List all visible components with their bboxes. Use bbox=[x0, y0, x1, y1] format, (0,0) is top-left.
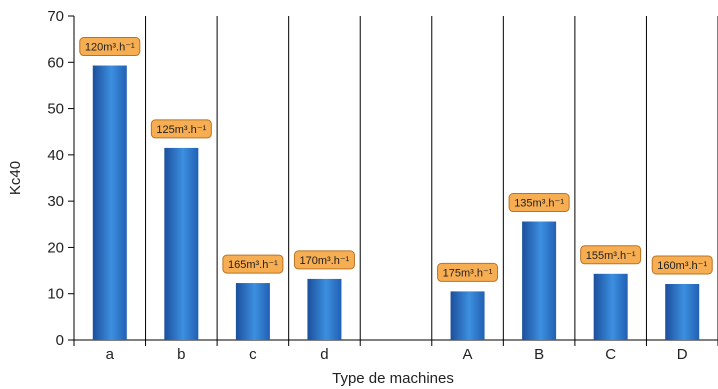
data-label-box bbox=[437, 262, 499, 282]
bar bbox=[665, 283, 700, 340]
plot-area: 0 10 20 30 40 50 60 70 a 120m³.h⁻¹ b 125m³.h⁻¹ c 165m… bbox=[47, 8, 718, 363]
data-label: 125m³.h⁻¹ bbox=[156, 124, 206, 136]
bar bbox=[593, 273, 628, 340]
y-axis-label: Kc40 bbox=[7, 161, 24, 195]
bar bbox=[92, 65, 127, 341]
data-label: 165m³.h⁻¹ bbox=[228, 259, 278, 271]
x-tick-label: d bbox=[320, 346, 328, 363]
y-tick-label: 70 bbox=[47, 8, 64, 25]
y-tick-label: 10 bbox=[47, 286, 64, 303]
bar bbox=[522, 221, 557, 340]
x-tick-label: a bbox=[106, 346, 115, 363]
x-axis-label: Type de machines bbox=[332, 370, 454, 387]
bar bbox=[164, 147, 199, 340]
data-label-box bbox=[293, 250, 355, 270]
data-label-box bbox=[79, 37, 141, 57]
y-tick-label: 60 bbox=[47, 54, 64, 71]
x-tick-label: c bbox=[249, 346, 257, 363]
y-tick-label: 0 bbox=[56, 332, 64, 349]
data-label-box bbox=[508, 193, 570, 213]
data-label: 135m³.h⁻¹ bbox=[514, 198, 564, 210]
x-tick-label: D bbox=[677, 346, 688, 363]
data-label-box bbox=[580, 245, 642, 265]
y-tick-label: 30 bbox=[47, 193, 64, 210]
y-tick-label: 20 bbox=[47, 239, 64, 256]
data-label: 160m³.h⁻¹ bbox=[657, 260, 707, 272]
data-label: 155m³.h⁻¹ bbox=[586, 250, 636, 262]
x-tick-label: A bbox=[463, 346, 473, 363]
y-tick-label: 40 bbox=[47, 147, 64, 164]
data-label-box bbox=[222, 254, 284, 274]
bar bbox=[450, 291, 485, 340]
bar bbox=[235, 283, 270, 340]
data-label: 175m³.h⁻¹ bbox=[443, 267, 493, 279]
x-tick-label: b bbox=[177, 346, 185, 363]
data-label: 170m³.h⁻¹ bbox=[300, 255, 350, 267]
x-tick-label: C bbox=[605, 346, 616, 363]
data-label-box bbox=[651, 255, 713, 275]
data-label: 120m³.h⁻¹ bbox=[85, 42, 135, 54]
x-tick-label: B bbox=[534, 346, 544, 363]
bar bbox=[307, 278, 342, 340]
data-label-box bbox=[150, 119, 212, 139]
y-tick-label: 50 bbox=[47, 101, 64, 118]
